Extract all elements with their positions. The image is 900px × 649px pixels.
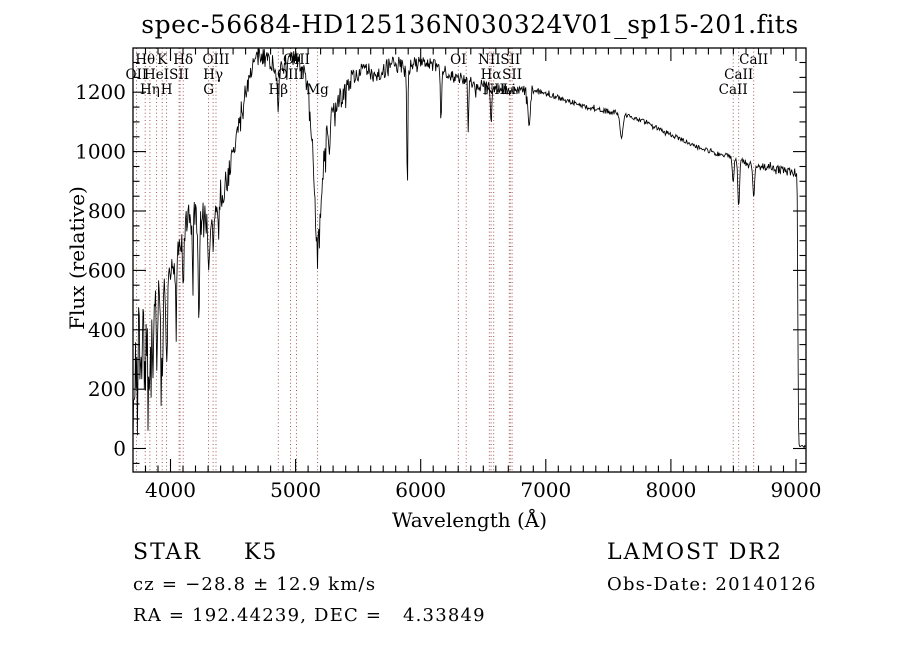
- y-axis-title: Flux (relative): [65, 186, 89, 330]
- line-label: Hδ: [173, 52, 193, 68]
- line-label: CaII: [724, 67, 753, 83]
- plot-border: [132, 47, 807, 473]
- line-label: CaII: [719, 82, 748, 98]
- x-tick-label: 4000: [145, 478, 196, 502]
- line-label: SII: [169, 67, 189, 83]
- y-tick-label: 1000: [75, 140, 126, 164]
- y-tick-labels: 0 200 400 600 800 1000 1200: [75, 80, 126, 460]
- line-label: OII: [126, 67, 148, 83]
- x-tick-label: 9000: [771, 478, 822, 502]
- ra-dec-text: RA = 192.44239, DEC = 4.33849: [133, 605, 486, 626]
- line-label: Hα: [481, 67, 502, 83]
- y-tick-label: 0: [113, 437, 126, 461]
- line-label: HeI: [144, 67, 169, 83]
- line-label: H: [161, 82, 173, 98]
- line-label: Mg: [306, 82, 329, 98]
- survey-label: LAMOST DR2: [607, 540, 783, 565]
- plot-title: spec-56684-HD125136N030324V01_sp15-201.f…: [141, 10, 799, 39]
- line-label: OI: [450, 52, 466, 68]
- line-label: Hη: [140, 82, 160, 98]
- line-label: CaII: [739, 52, 768, 68]
- axes: [132, 47, 807, 473]
- x-tick-label: 8000: [645, 478, 696, 502]
- line-label: Hγ: [203, 67, 223, 83]
- line-label: G: [203, 82, 214, 98]
- x-axis-title: Wavelength (Å): [391, 508, 548, 532]
- subclass-label: K5: [244, 540, 279, 565]
- line-label: Hβ: [269, 82, 289, 98]
- line-label: SII: [500, 52, 520, 68]
- y-tick-label: 1200: [75, 80, 126, 104]
- line-label: OIII: [202, 52, 229, 68]
- radial-velocity-text: cz = −28.8 ± 12.9 km/s: [133, 574, 377, 595]
- line-label: SII: [502, 67, 522, 83]
- x-tick-label: 6000: [395, 478, 446, 502]
- line-label: K: [157, 52, 168, 68]
- y-tick-label: 800: [88, 199, 126, 223]
- obs-date-text: Obs-Date: 20140126: [607, 574, 817, 595]
- x-tick-label: 7000: [520, 478, 571, 502]
- y-tick-label: 600: [88, 258, 126, 282]
- classification-label: STAR: [133, 540, 202, 565]
- x-tick-labels: 4000 5000 6000 7000 8000 9000: [145, 478, 821, 502]
- ticks: [133, 48, 806, 472]
- line-label: Hθ: [135, 52, 155, 68]
- y-tick-label: 200: [88, 377, 126, 401]
- y-tick-label: 400: [88, 318, 126, 342]
- line-label: NII: [478, 52, 500, 68]
- spectral-line-markers: [135, 48, 755, 472]
- spectrum-trace: [132, 48, 807, 450]
- x-tick-label: 5000: [270, 478, 321, 502]
